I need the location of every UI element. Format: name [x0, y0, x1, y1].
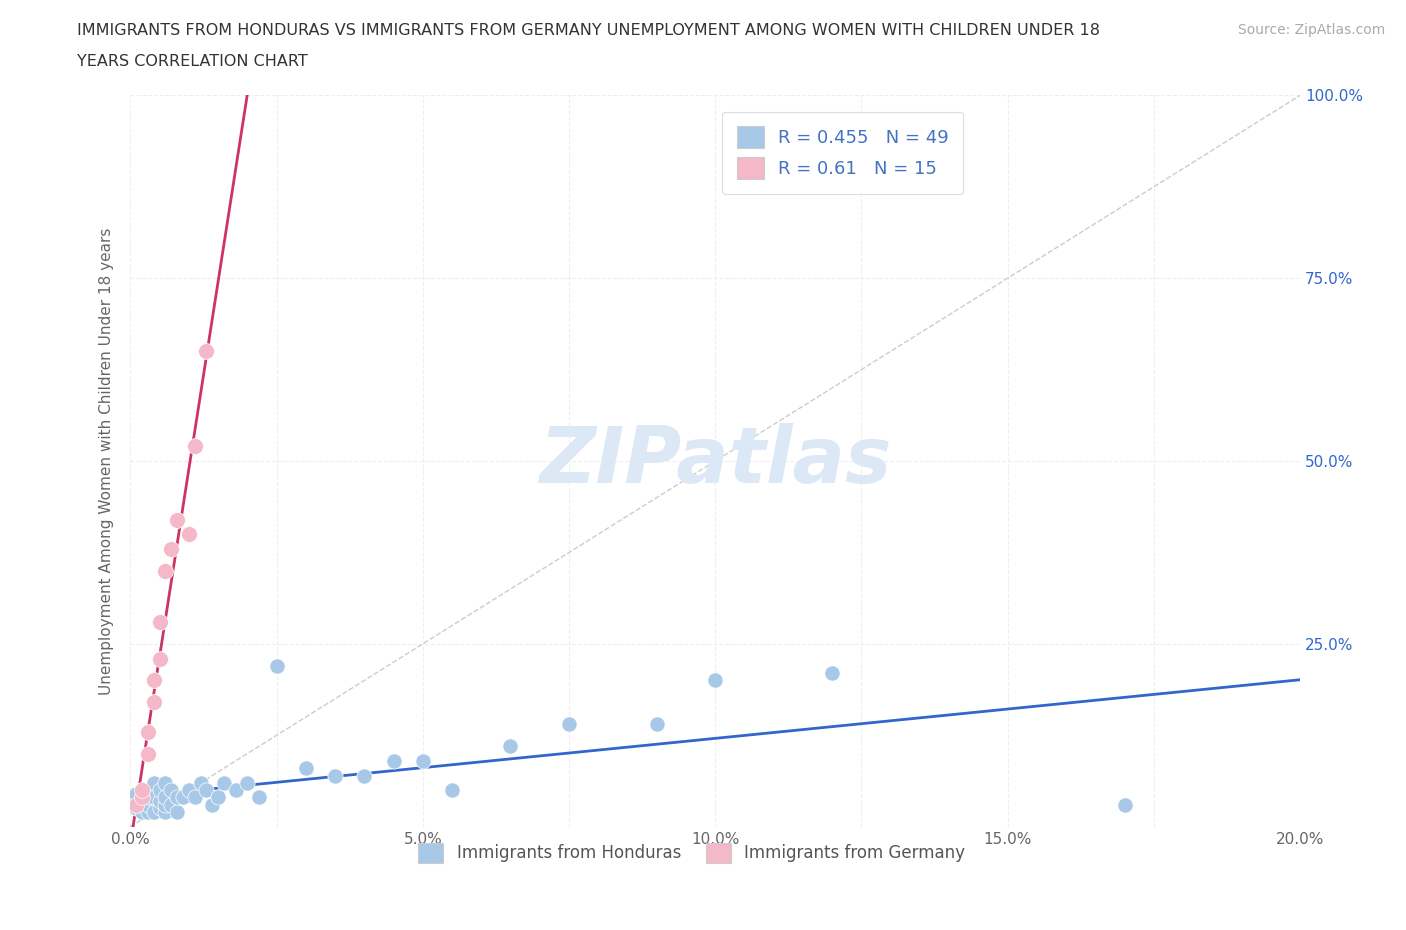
Point — [125, 787, 148, 802]
Text: YEARS CORRELATION CHART: YEARS CORRELATION CHART — [77, 54, 308, 69]
Point — [166, 804, 188, 819]
Point — [294, 761, 316, 776]
Legend: Immigrants from Honduras, Immigrants from Germany: Immigrants from Honduras, Immigrants fro… — [412, 836, 972, 870]
Point — [195, 783, 218, 798]
Point — [353, 768, 375, 783]
Point — [142, 790, 165, 804]
Point — [247, 790, 270, 804]
Point — [166, 790, 188, 804]
Point — [704, 673, 727, 688]
Point — [148, 793, 170, 808]
Text: ZIPatlas: ZIPatlas — [538, 423, 891, 499]
Y-axis label: Unemployment Among Women with Children Under 18 years: Unemployment Among Women with Children U… — [100, 227, 114, 695]
Point — [136, 746, 159, 761]
Point — [131, 797, 153, 812]
Point — [1114, 797, 1136, 812]
Point — [136, 790, 159, 804]
Point — [412, 753, 434, 768]
Point — [136, 804, 159, 819]
Point — [125, 793, 148, 808]
Point — [148, 801, 170, 816]
Point — [155, 776, 177, 790]
Point — [821, 666, 844, 681]
Point — [177, 526, 200, 541]
Point — [177, 783, 200, 798]
Text: Source: ZipAtlas.com: Source: ZipAtlas.com — [1237, 23, 1385, 37]
Point — [148, 783, 170, 798]
Point — [131, 783, 153, 798]
Point — [190, 776, 212, 790]
Point — [155, 804, 177, 819]
Point — [645, 717, 668, 732]
Point — [236, 776, 259, 790]
Point — [155, 790, 177, 804]
Point — [266, 658, 288, 673]
Point — [131, 790, 153, 804]
Point — [155, 797, 177, 812]
Point — [131, 804, 153, 819]
Point — [225, 783, 247, 798]
Point — [207, 790, 229, 804]
Point — [142, 673, 165, 688]
Point — [142, 804, 165, 819]
Point — [440, 783, 463, 798]
Point — [142, 695, 165, 710]
Point — [382, 753, 405, 768]
Point — [155, 564, 177, 578]
Point — [172, 790, 194, 804]
Point — [201, 797, 224, 812]
Point — [183, 439, 205, 454]
Point — [499, 738, 522, 753]
Point — [136, 724, 159, 739]
Point — [323, 768, 346, 783]
Point — [195, 344, 218, 359]
Point — [160, 797, 183, 812]
Point — [142, 776, 165, 790]
Point — [125, 801, 148, 816]
Point — [131, 790, 153, 804]
Point — [125, 797, 148, 812]
Point — [160, 541, 183, 556]
Point — [131, 783, 153, 798]
Point — [136, 797, 159, 812]
Point — [212, 776, 235, 790]
Text: IMMIGRANTS FROM HONDURAS VS IMMIGRANTS FROM GERMANY UNEMPLOYMENT AMONG WOMEN WIT: IMMIGRANTS FROM HONDURAS VS IMMIGRANTS F… — [77, 23, 1101, 38]
Point — [136, 783, 159, 798]
Point — [148, 615, 170, 630]
Point — [183, 790, 205, 804]
Point — [160, 783, 183, 798]
Point — [558, 717, 581, 732]
Point — [148, 651, 170, 666]
Point — [166, 512, 188, 527]
